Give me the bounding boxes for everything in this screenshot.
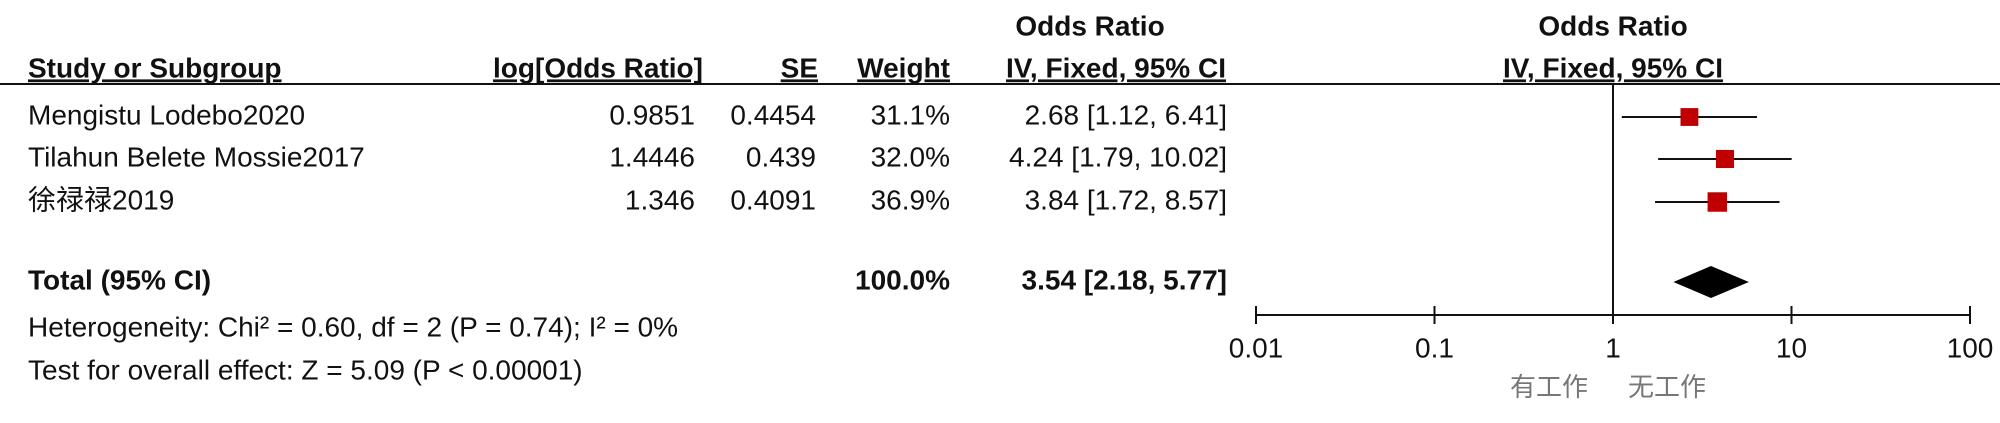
plot-title: Odds Ratio (1538, 10, 1687, 41)
x-tick-label: 0.01 (1229, 332, 1284, 363)
point-estimate (1680, 108, 1699, 126)
x-tick-label: 10 (1776, 332, 1807, 363)
study-name: 徐禄禄2019 (28, 184, 174, 215)
heterogeneity: Heterogeneity: Chi² = 0.60, df = 2 (P = … (28, 311, 678, 342)
x-tick-label: 0.1 (1415, 332, 1454, 363)
se: 0.4454 (730, 99, 816, 130)
log-or: 1.4446 (609, 141, 695, 172)
header-se: SE (781, 52, 818, 83)
log-or: 1.346 (625, 184, 695, 215)
header-study: Study or Subgroup (28, 52, 282, 83)
ci-label: 4.24 [1.79, 10.02] (1009, 141, 1227, 172)
study-name: Tilahun Belete Mossie2017 (28, 141, 365, 172)
total-diamond (1673, 266, 1749, 298)
overall-effect: Test for overall effect: Z = 5.09 (P < 0… (28, 354, 583, 385)
x-tick-label: 1 (1605, 332, 1621, 363)
header-log-or: log[Odds Ratio] (493, 52, 703, 83)
total-ci-label: 3.54 [2.18, 5.77] (1022, 264, 1227, 295)
log-or: 0.9851 (609, 99, 695, 130)
ci-label: 3.84 [1.72, 8.57] (1025, 184, 1227, 215)
total-name: Total (95% CI) (28, 264, 211, 295)
se: 0.4091 (730, 184, 816, 215)
ci-label: 2.68 [1.12, 6.41] (1025, 99, 1227, 130)
total-weight: 100.0% (855, 264, 950, 295)
favours-left: 有工作 (1510, 372, 1588, 402)
weight: 31.1% (871, 99, 950, 130)
plot-subtitle: IV, Fixed, 95% CI (1503, 52, 1723, 83)
se: 0.439 (746, 141, 816, 172)
x-tick-label: 100 (1947, 332, 1994, 363)
weight: 32.0% (871, 141, 950, 172)
favours-right: 无工作 (1628, 372, 1706, 402)
point-estimate (1707, 192, 1728, 212)
column-group-title: Odds Ratio (1015, 10, 1164, 41)
weight: 36.9% (871, 184, 950, 215)
point-estimate (1715, 149, 1735, 169)
header-ci: IV, Fixed, 95% CI (1006, 52, 1226, 83)
study-name: Mengistu Lodebo2020 (28, 99, 305, 130)
header-weight: Weight (857, 52, 950, 83)
